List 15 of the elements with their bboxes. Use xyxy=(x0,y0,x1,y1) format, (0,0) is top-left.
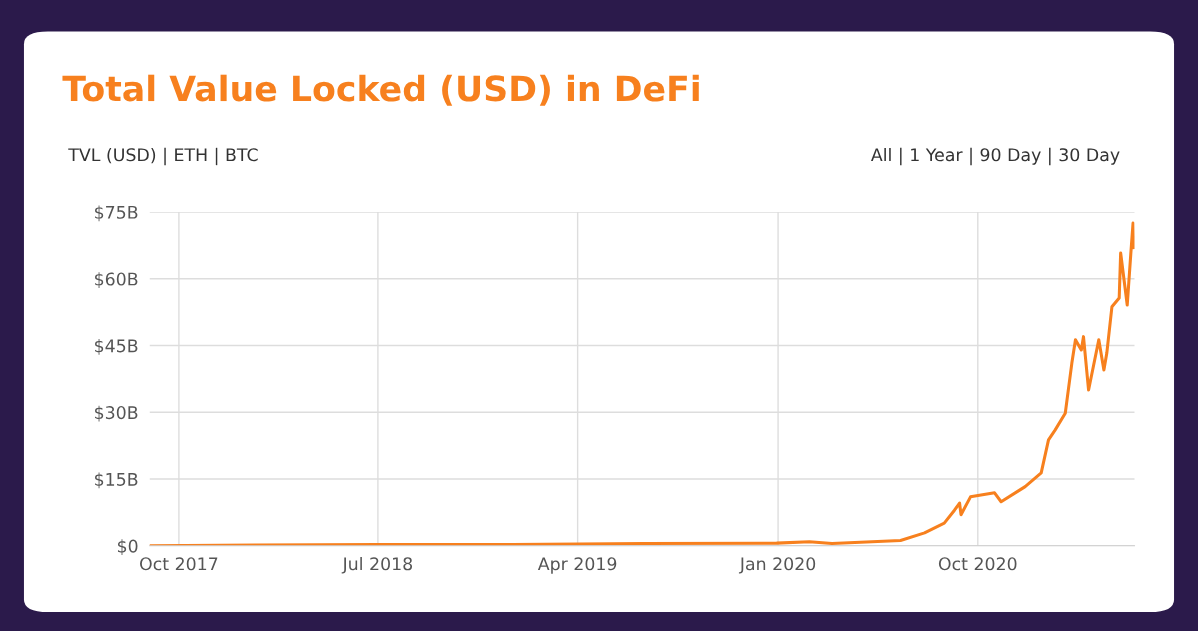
y-tick-label: $60B xyxy=(95,272,138,288)
chart-title: Total Value Locked (USD) in DeFi xyxy=(62,74,699,106)
y-tick-label: $75B xyxy=(95,205,138,222)
text: All | 1 Year | 90 Day | 30 Day xyxy=(870,147,1120,166)
x-tick-label: Apr 2019 xyxy=(537,557,617,574)
line-series xyxy=(149,221,1135,546)
y-tick-label: $0 xyxy=(117,539,138,555)
x-tick-label: Oct 2017 xyxy=(140,557,218,571)
y-tick-label: $45B xyxy=(95,338,138,355)
x-tick-label: Jan 2020 xyxy=(738,557,816,574)
x-tick-label: Oct 2020 xyxy=(938,557,1017,571)
text: TVL (USD) | ETH | BTC xyxy=(68,147,258,166)
y-tick-label: $15B xyxy=(95,472,138,489)
y-tick-label: $30B xyxy=(95,405,138,422)
x-tick-label: Jul 2018 xyxy=(341,556,413,574)
